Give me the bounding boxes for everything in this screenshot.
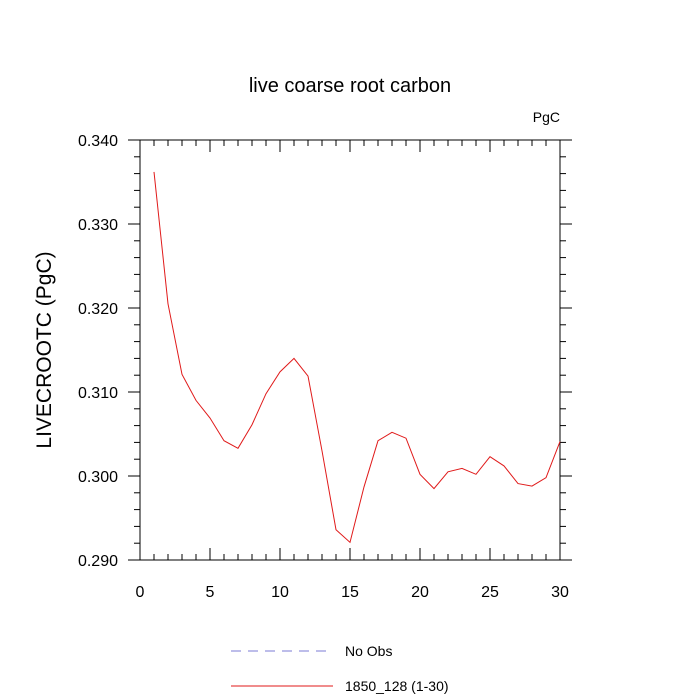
x-tick-label: 0: [136, 584, 145, 601]
chart-title: live coarse root carbon: [249, 75, 451, 97]
units-label: PgC: [533, 109, 560, 125]
legend-label: No Obs: [345, 643, 392, 659]
y-tick-label: 0.340: [78, 133, 118, 150]
axis-ticks: [128, 139, 572, 561]
x-tick-label: 15: [341, 584, 359, 601]
x-tick-label: 30: [551, 584, 569, 601]
x-tick-label: 25: [481, 584, 499, 601]
x-tick-label: 10: [271, 584, 289, 601]
x-tick-label: 5: [206, 584, 215, 601]
plot-frame: [139, 139, 561, 561]
x-tick-label: 20: [411, 584, 429, 601]
series-layer: [153, 171, 561, 544]
y-tick-label: 0.320: [78, 301, 118, 318]
tick-labels: 0 5 10 15 20 25 30 0.290 0.300 0.310 0.320 0.330 0.3…: [78, 133, 569, 601]
series-line: [153, 171, 561, 544]
legend: No Obs 1850_128 (1-30): [231, 643, 449, 694]
legend-label: 1850_128 (1-30): [345, 678, 449, 694]
y-axis-label: LIVECROOTC (PgC): [33, 251, 56, 448]
y-tick-label: 0.300: [78, 469, 118, 486]
y-tick-label: 0.310: [78, 385, 118, 402]
y-tick-label: 0.330: [78, 217, 118, 234]
y-tick-label: 0.290: [78, 553, 118, 570]
